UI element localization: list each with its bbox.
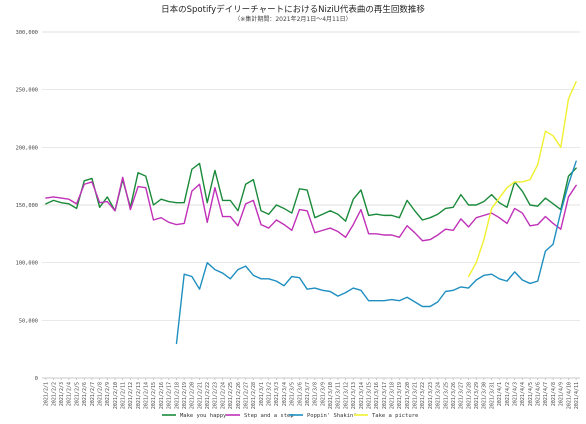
series-line [175,160,577,345]
x-tick-label: 2021/2/5 [74,382,80,406]
x-tick-label: 2021/3/1 [259,382,265,406]
x-tick-label: 2021/4/10 [566,382,572,409]
x-tick-label: 2021/2/2 [51,382,57,406]
y-tick-label: 150,000 [16,203,38,209]
x-tick-label: 2021/3/28 [466,382,472,409]
x-tick-label: 2021/3/30 [482,382,488,409]
series-line [45,176,577,242]
series-line [45,162,577,222]
x-tick-label: 2021/2/9 [105,382,111,406]
series-group [175,160,577,345]
x-tick-label: 2021/2/28 [251,382,257,409]
y-tick-label: 100,000 [16,261,38,267]
y-tick-label: 200,000 [16,145,38,151]
x-tick-label: 2021/4/2 [505,382,511,406]
x-tick-label: 2021/3/3 [274,382,280,406]
x-tick-label: 2021/2/19 [182,382,188,409]
x-tick-label: 2021/3/11 [336,382,342,409]
x-tick-label: 2021/3/19 [397,382,403,409]
x-tick-label: 2021/3/14 [359,382,365,409]
x-tick-label: 2021/2/10 [113,382,119,409]
x-tick-label: 2021/2/27 [243,382,249,409]
x-tick-label: 2021/3/27 [459,382,465,409]
x-tick-label: 2021/3/15 [366,382,372,409]
y-tick-label: 0 [35,376,38,382]
x-tick-label: 2021/3/26 [451,382,457,409]
x-tick-label: 2021/2/12 [128,382,134,409]
x-tick-label: 2021/4/4 [520,382,526,406]
x-tick-label: 2021/3/4 [282,382,288,406]
x-tick-label: 2021/3/2 [267,382,273,406]
x-tick-label: 2021/3/20 [405,382,411,409]
series-line [467,80,577,278]
x-tick-label: 2021/2/20 [190,382,196,409]
x-tick-label: 2021/3/18 [390,382,396,409]
x-tick-label: 2021/4/6 [536,382,542,406]
x-tick-label: 2021/3/23 [428,382,434,409]
x-axis: 2021/2/1 2021/2/2 2021/2/3 2021/2/4 2021/2/5… [44,378,580,409]
series-layer [45,80,577,345]
x-tick-label: 2021/3/22 [420,382,426,409]
x-tick-label: 2021/3/24 [436,382,442,409]
x-tick-label: 2021/2/15 [151,382,157,409]
x-tick-label: 2021/3/21 [413,382,419,409]
x-tick-label: 2021/2/17 [167,382,173,409]
x-tick-label: 2021/2/25 [228,382,234,409]
x-tick-label: 2021/3/17 [382,382,388,409]
x-tick-label: 2021/2/14 [144,382,150,409]
x-tick-label: 2021/2/1 [44,382,50,406]
x-tick-label: 2021/3/5 [290,382,296,406]
x-tick-label: 2021/4/7 [543,382,549,406]
x-tick-label: 2021/2/18 [174,382,180,409]
series-group [45,162,577,222]
legend-label: Take a picture [372,413,418,419]
legend-label: Poppin' Shakin' [307,413,357,419]
x-tick-label: 2021/2/6 [82,382,88,406]
x-tick-label: 2021/2/24 [220,382,226,409]
chart-subtitle: （※集計期間：2021年2月1日〜4月11日） [234,15,351,23]
x-tick-label: 2021/2/13 [136,382,142,409]
x-tick-label: 2021/2/8 [97,382,103,406]
chart-title: 日本のSpotifyデイリーチャートにおけるNiziU代表曲の再生回数推移 [161,4,425,15]
y-tick-label: 250,000 [16,88,38,94]
x-tick-label: 2021/2/7 [90,382,96,406]
legend: Make you happy Step and a step Poppin' Sha… [162,413,418,419]
x-tick-label: 2021/3/6 [297,382,303,406]
x-tick-label: 2021/3/9 [320,382,326,406]
x-tick-label: 2021/3/29 [474,382,480,409]
y-tick-label: 50,000 [19,318,38,324]
legend-label: Step and a step [244,413,294,419]
series-group [45,176,577,242]
x-tick-label: 2021/3/13 [351,382,357,409]
x-tick-label: 2021/2/16 [159,382,165,409]
y-tick-label: 300,000 [16,30,38,36]
series-group [467,80,577,278]
x-tick-label: 2021/3/31 [489,382,495,409]
x-tick-label: 2021/3/10 [328,382,334,409]
y-axis: 0 50,000 100,000 150,000 200,000 250,000 300,0… [16,30,38,382]
x-tick-label: 2021/3/12 [343,382,349,409]
legend-label: Make you happy [180,413,227,419]
x-tick-label: 2021/4/8 [551,382,557,406]
x-tick-label: 2021/3/7 [305,382,311,406]
x-tick-label: 2021/4/5 [528,382,534,406]
x-tick-label: 2021/4/9 [559,382,565,406]
x-tick-label: 2021/2/4 [67,382,73,406]
x-tick-label: 2021/3/16 [374,382,380,409]
x-tick-label: 2021/4/11 [574,382,580,409]
x-tick-label: 2021/3/25 [443,382,449,409]
x-tick-label: 2021/2/11 [121,382,127,409]
x-tick-label: 2021/4/1 [497,382,503,406]
x-tick-label: 2021/4/3 [512,382,518,406]
x-tick-label: 2021/3/8 [313,382,319,406]
x-tick-label: 2021/2/21 [197,382,203,409]
x-tick-label: 2021/2/26 [236,382,242,409]
x-tick-label: 2021/2/3 [59,382,65,406]
x-tick-label: 2021/2/22 [205,382,211,409]
x-tick-label: 2021/2/23 [213,382,219,409]
